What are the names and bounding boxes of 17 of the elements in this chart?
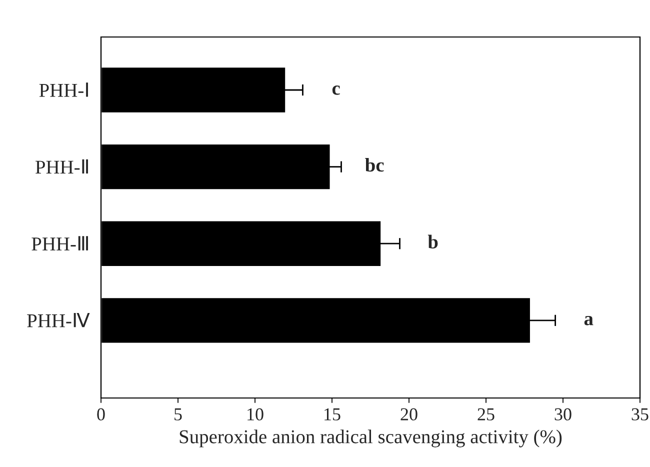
annotation: b — [428, 234, 438, 248]
y-tick-label: PHH-Ⅰ — [39, 82, 88, 97]
y-tick-label: PHH-Ⅲ — [32, 236, 88, 250]
x-axis-title: Superoxide anion radical scavenging activity (%) — [180, 430, 562, 448]
x-tick-label: 35 — [632, 408, 648, 420]
x-tick-label: 20 — [400, 408, 418, 420]
x-tick-label: 25 — [478, 408, 494, 420]
annotation: bc — [365, 158, 384, 172]
x-tick-label: 10 — [248, 408, 264, 420]
x-tick-label: 0 — [97, 408, 105, 420]
x-tick-label: 30 — [554, 408, 572, 420]
y-tick-label: PHH-Ⅳ — [27, 312, 90, 328]
annotation: c — [332, 86, 340, 95]
annotation: a — [584, 316, 594, 326]
x-tick-label: 5 — [174, 408, 182, 420]
y-tick-label: PHH-Ⅱ — [36, 159, 88, 174]
x-tick-label: 15 — [324, 408, 340, 420]
